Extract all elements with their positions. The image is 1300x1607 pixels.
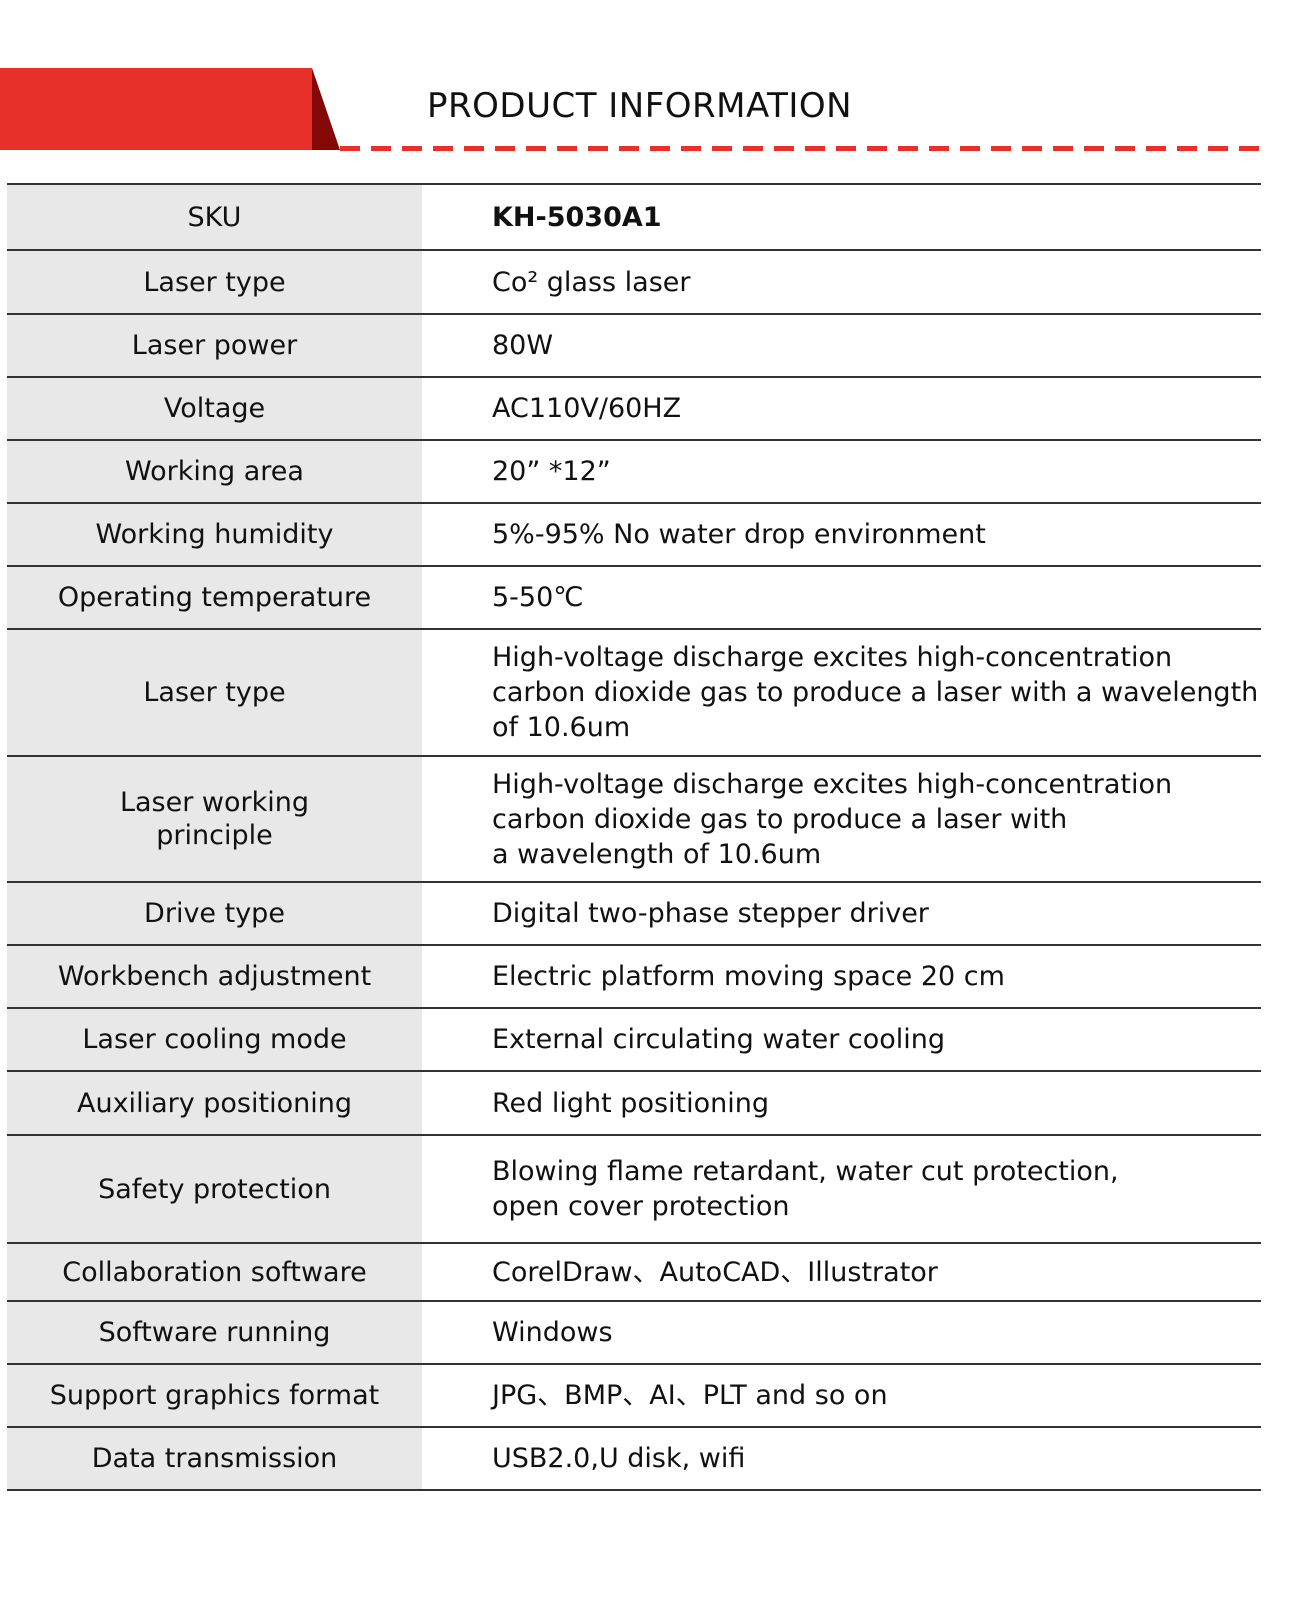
section-title: PRODUCT INFORMATION	[427, 86, 853, 126]
spec-row: Operating temperature 5-50℃	[7, 567, 1261, 630]
header-dashed-divider	[340, 146, 1265, 151]
spec-value: Electric platform moving space 20 cm	[492, 961, 1005, 992]
spec-label: Support graphics format	[7, 1365, 422, 1426]
spec-value: High-voltage discharge excites high-conc…	[492, 768, 1173, 870]
spec-value: Co² glass laser	[492, 266, 691, 298]
spec-label: Voltage	[7, 378, 422, 439]
spec-row: Auxiliary positioning Red light positioni…	[7, 1072, 1261, 1136]
spec-row: Drive type Digital two-phase stepper driv…	[7, 883, 1261, 946]
spec-row: Data transmission USB2.0,U disk, wifi	[7, 1428, 1261, 1491]
spec-value: USB2.0,U disk, wifi	[492, 1443, 746, 1474]
spec-row: Laser working principle High-voltage disc…	[7, 757, 1261, 883]
spec-label: Auxiliary positioning	[7, 1072, 422, 1134]
spec-row: Software running Windows	[7, 1302, 1261, 1365]
spec-row: Voltage AC110V/60HZ	[7, 378, 1261, 441]
spec-row: Collaboration software CorelDraw、AutoCAD、…	[7, 1244, 1261, 1302]
spec-label: Drive type	[7, 883, 422, 944]
spec-label: Laser power	[7, 315, 422, 376]
spec-row: Workbench adjustment Electric platform mo…	[7, 946, 1261, 1009]
spec-row: Safety protection Blowing flame retardant…	[7, 1136, 1261, 1244]
spec-value: High-voltage discharge excites high-conc…	[492, 642, 1259, 743]
spec-label: Safety protection	[7, 1136, 422, 1242]
spec-value: Red light positioning	[492, 1087, 770, 1119]
spec-row: SKU KH-5030A1	[7, 185, 1261, 251]
spec-label: Laser cooling mode	[7, 1009, 422, 1070]
spec-value: KH-5030A1	[492, 201, 662, 233]
spec-value: JPG、BMP、AI、PLT and so on	[492, 1380, 888, 1411]
spec-value: AC110V/60HZ	[492, 393, 682, 424]
spec-label: Laser type	[7, 630, 422, 755]
spec-label: Working humidity	[7, 504, 422, 565]
spec-value: 5-50℃	[492, 582, 584, 613]
spec-value: External circulating water cooling	[492, 1024, 946, 1055]
header-red-banner	[0, 68, 312, 150]
spec-value: Digital two-phase stepper driver	[492, 898, 929, 929]
spec-label: SKU	[7, 185, 422, 249]
spec-row: Laser type Co² glass laser	[7, 251, 1261, 315]
spec-row: Support graphics format JPG、BMP、AI、PLT an…	[7, 1365, 1261, 1428]
spec-row: Working humidity 5%-95% No water drop env…	[7, 504, 1261, 567]
spec-row: Laser cooling mode External circulating w…	[7, 1009, 1261, 1072]
spec-value: CorelDraw、AutoCAD、Illustrator	[492, 1256, 938, 1288]
spec-value: Windows	[492, 1317, 613, 1348]
spec-row: Laser power 80W	[7, 315, 1261, 378]
header-banner-fold	[312, 68, 340, 150]
spec-row: Laser type High-voltage discharge excites…	[7, 630, 1261, 757]
spec-label: Software running	[7, 1302, 422, 1363]
spec-label: Workbench adjustment	[7, 946, 422, 1007]
spec-value: 80W	[492, 330, 554, 361]
spec-label: Data transmission	[7, 1428, 422, 1489]
spec-label: Laser type	[7, 251, 422, 313]
spec-row: Working area 20” *12”	[7, 441, 1261, 504]
spec-value: 5%-95% No water drop environment	[492, 519, 986, 550]
spec-value: Blowing flame retardant, water cut prote…	[492, 1156, 1119, 1222]
spec-label: Operating temperature	[7, 567, 422, 628]
spec-table: SKU KH-5030A1 Laser type Co² glass laser Las…	[7, 183, 1261, 1491]
spec-label: Working area	[7, 441, 422, 502]
spec-label: Collaboration software	[7, 1244, 422, 1300]
spec-label: Laser working principle	[7, 757, 422, 881]
spec-value: 20” *12”	[492, 456, 611, 487]
